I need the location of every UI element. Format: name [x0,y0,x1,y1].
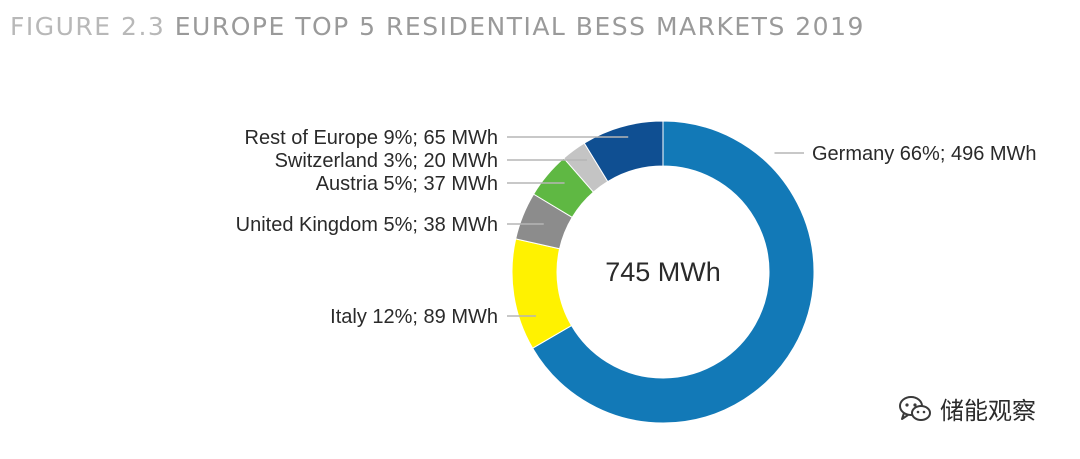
label-rest-of-europe: Rest of Europe 9%; 65 MWh [245,127,498,149]
label-italy: Italy 12%; 89 MWh [330,306,498,328]
center-total-label: 745 MWh [605,257,721,287]
watermark-text: 储能观察 [940,397,1036,425]
watermark: 储能观察 [898,391,1036,426]
label-switzerland: Switzerland 3%; 20 MWh [275,150,498,172]
slice-rest-of-europe [583,120,664,183]
label-united-kingdom: United Kingdom 5%; 38 MWh [236,214,498,236]
wechat-icon [899,395,931,421]
label-austria: Austria 5%; 37 MWh [316,173,498,195]
slice-germany [531,120,815,424]
figure-title-text: EUROPE TOP 5 RESIDENTIAL BESS MARKETS 20… [174,12,865,41]
figure-number: FIGURE 2.3 [10,12,166,41]
chart-title: FIGURE 2.3 EUROPE TOP 5 RESIDENTIAL BESS… [10,12,865,41]
label-germany: Germany 66%; 496 MWh [812,143,1037,165]
